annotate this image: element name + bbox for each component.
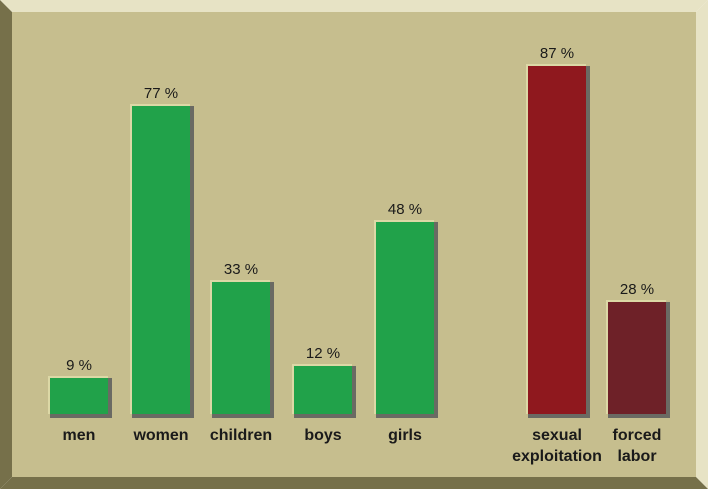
value-label-forced-labor: 28 %	[620, 281, 654, 298]
bar-shadow-girls	[434, 222, 438, 418]
bar-shadow-boys	[352, 366, 356, 418]
value-label-sexual-exploitation: 87 %	[540, 45, 574, 62]
category-label-women: women	[132, 427, 188, 444]
category-label-line: sexual	[532, 427, 582, 444]
value-label-girls: 48 %	[388, 201, 422, 218]
bar-women	[132, 106, 190, 414]
category-label-girls: girls	[388, 427, 422, 444]
bar-forced-labor	[608, 302, 666, 414]
category-label-line: women	[132, 427, 188, 444]
value-label-men: 9 %	[66, 357, 92, 374]
value-label-boys: 12 %	[306, 345, 340, 362]
bar-shadow-base-boys	[294, 414, 352, 418]
bar-sexual-exploitation	[528, 66, 586, 414]
category-label-boys: boys	[304, 427, 341, 444]
bar-shadow-children	[270, 282, 274, 418]
category-label-men: men	[63, 427, 96, 444]
label-layer: 9 % men 77 % women 33 % children 12 % boys 48 % g…	[63, 45, 662, 465]
frame-bevel-bottom	[0, 477, 708, 489]
frame-bevel-left	[0, 0, 12, 489]
bar-shadow-base-children	[212, 414, 270, 418]
bar-shadow-sexual-exploitation	[586, 66, 590, 418]
category-label-line: girls	[388, 427, 422, 444]
category-label-children: children	[210, 427, 272, 444]
bar-shadow-base-sexual-exploitation	[528, 414, 586, 418]
value-label-children: 33 %	[224, 261, 258, 278]
category-label-forced-labor: forced labor	[613, 427, 662, 465]
category-label-sexual-exploitation: sexual exploitation	[512, 427, 602, 465]
bar-shadow-base-men	[50, 414, 108, 418]
bar-shadow-base-women	[132, 414, 190, 418]
bar-girls	[376, 222, 434, 414]
category-label-line: children	[210, 427, 272, 444]
bar-boys	[294, 366, 352, 414]
category-label-line: boys	[304, 427, 341, 444]
bar-shadow-women	[190, 106, 194, 418]
frame-bevel-top	[0, 0, 708, 12]
value-label-women: 77 %	[144, 85, 178, 102]
bar-children	[212, 282, 270, 414]
category-label-line: labor	[617, 448, 656, 465]
bar-men	[50, 378, 108, 414]
category-label-line: exploitation	[512, 448, 602, 465]
bar-shadow-base-forced-labor	[608, 414, 666, 418]
bar-layer	[48, 64, 670, 418]
bar-shadow-men	[108, 378, 112, 418]
bar-shadow-forced-labor	[666, 302, 670, 418]
frame-bevel-right	[696, 0, 708, 489]
category-label-line: forced	[613, 427, 662, 444]
category-label-line: men	[63, 427, 96, 444]
bar-shadow-base-girls	[376, 414, 434, 418]
